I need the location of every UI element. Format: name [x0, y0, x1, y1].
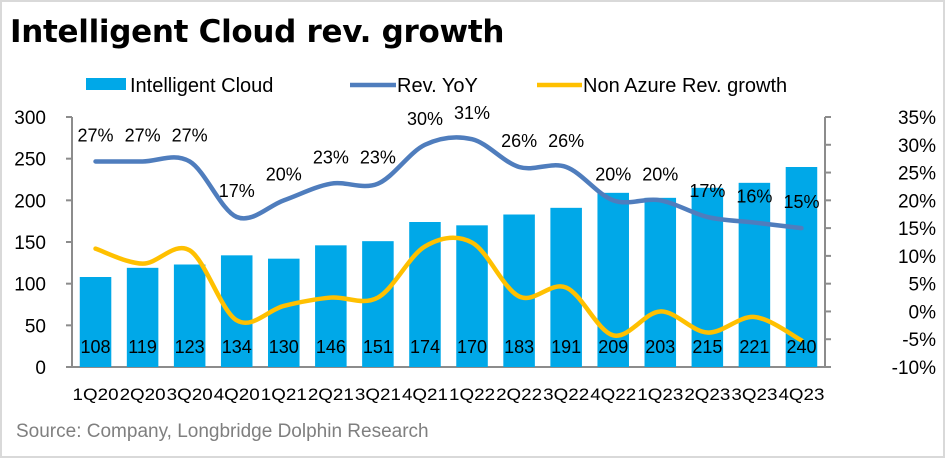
bar-value-label: 240: [786, 337, 816, 357]
left-axis-tick-label: 250: [14, 150, 46, 171]
bar: [315, 245, 347, 367]
x-axis-tick-label: 3Q23: [731, 385, 777, 404]
bar-value-label: 130: [269, 337, 299, 357]
rev-yoy-label: 17%: [219, 181, 255, 201]
legend: Intelligent Cloud Rev. YoY Non Azure Rev. …: [86, 75, 787, 97]
rev-yoy-label: 27%: [125, 125, 161, 145]
rev-yoy-label: 26%: [501, 131, 537, 151]
bar-value-label: 203: [645, 337, 675, 357]
bar: [362, 241, 394, 367]
bar-value-label: 183: [504, 337, 534, 357]
legend-label-non-azure: Non Azure Rev. growth: [583, 75, 787, 97]
x-axis-tick-label: 1Q21: [261, 385, 307, 404]
bar-value-label: 146: [316, 337, 346, 357]
left-axis-tick-label: 300: [14, 108, 46, 129]
bar: [173, 264, 206, 367]
right-axis-tick-label: 15%: [898, 219, 936, 240]
x-axis-tick-label: 1Q22: [449, 385, 495, 404]
right-axis-tick-label: 35%: [898, 108, 936, 129]
right-axis-tick-label: 5%: [909, 275, 937, 296]
right-axis-tick-label: 30%: [898, 136, 936, 157]
right-axis-tick-label: -5%: [902, 330, 936, 351]
rev-yoy-label: 20%: [595, 164, 631, 184]
x-axis-tick-label: 2Q22: [496, 385, 542, 404]
bar-value-label: 134: [222, 337, 252, 357]
rev-yoy-label: 27%: [172, 125, 208, 145]
bar-value-label: 209: [598, 337, 628, 357]
x-axis-tick-label: 1Q20: [73, 385, 119, 404]
legend-swatch-intelligent-cloud: [86, 78, 126, 90]
rev-yoy-label: 27%: [78, 125, 114, 145]
x-axis-tick-label: 4Q20: [214, 385, 260, 404]
x-axis-tick-label: 2Q21: [308, 385, 354, 404]
right-axis-tick-label: 0%: [909, 302, 937, 323]
bar-value-label: 215: [692, 337, 722, 357]
bar: [126, 267, 159, 367]
bar-value-label: 170: [457, 337, 487, 357]
x-axis-tick-label: 3Q21: [355, 385, 401, 404]
bar: [79, 277, 112, 367]
x-axis-tick-label: 2Q23: [684, 385, 730, 404]
bar-value-label: 191: [551, 337, 581, 357]
right-axis-tick-label: 10%: [898, 247, 936, 268]
rev-yoy-label: 23%: [360, 148, 396, 168]
x-axis-tick-label: 2Q20: [120, 385, 166, 404]
x-axis-tick-label: 4Q21: [402, 385, 448, 404]
x-axis-tick-label: 1Q23: [637, 385, 683, 404]
rev-yoy-label: 23%: [313, 148, 349, 168]
x-axis-tick-label: 4Q23: [778, 385, 824, 404]
bar-value-label: 108: [81, 337, 111, 357]
legend-label-rev-yoy: Rev. YoY: [397, 75, 478, 97]
left-axis-tick-label: 100: [14, 275, 46, 296]
bar: [644, 197, 677, 367]
rev-yoy-label: 26%: [548, 131, 584, 151]
rev-yoy-label: 16%: [736, 187, 772, 207]
x-axis-tick-label: 4Q22: [590, 385, 636, 404]
chart-title: Intelligent Cloud rev. growth: [10, 14, 505, 50]
bar-value-label: 174: [410, 337, 440, 357]
rev-yoy-label: 31%: [454, 103, 490, 123]
left-axis-tick-label: 0: [35, 358, 46, 379]
non-azure-growth-line: [93, 235, 804, 343]
left-axis-tick-label: 200: [14, 191, 46, 212]
data-labels: 108 119 123 134 130 146 151 174 170 183 191 209 203 2…: [78, 103, 820, 357]
bar-value-label: 119: [128, 337, 157, 357]
source-note: Source: Company, Longbridge Dolphin Rese…: [16, 421, 429, 442]
rev-yoy-line: [93, 135, 804, 231]
x-axis-tick-label: 3Q22: [543, 385, 589, 404]
rev-yoy-label: 20%: [266, 164, 302, 184]
left-axis-tick-label: 50: [25, 316, 46, 337]
right-axis-tick-label: -10%: [892, 358, 936, 379]
right-axis-tick-label: 25%: [898, 164, 936, 185]
bar-value-label: 221: [739, 337, 769, 357]
legend-label-intelligent-cloud: Intelligent Cloud: [130, 75, 273, 97]
bar-value-label: 123: [175, 337, 205, 357]
rev-yoy-label: 17%: [689, 181, 725, 201]
rev-yoy-label: 15%: [783, 192, 819, 212]
left-axis-tick-label: 150: [14, 233, 46, 254]
lines: [93, 135, 804, 343]
bar: [738, 182, 771, 367]
bar-value-label: 151: [363, 337, 393, 357]
x-axis-tick-label: 3Q20: [167, 385, 213, 404]
right-axis-tick-label: 20%: [898, 191, 936, 212]
rev-yoy-label: 30%: [407, 109, 443, 129]
rev-yoy-label: 20%: [642, 164, 678, 184]
bar: [597, 192, 629, 367]
